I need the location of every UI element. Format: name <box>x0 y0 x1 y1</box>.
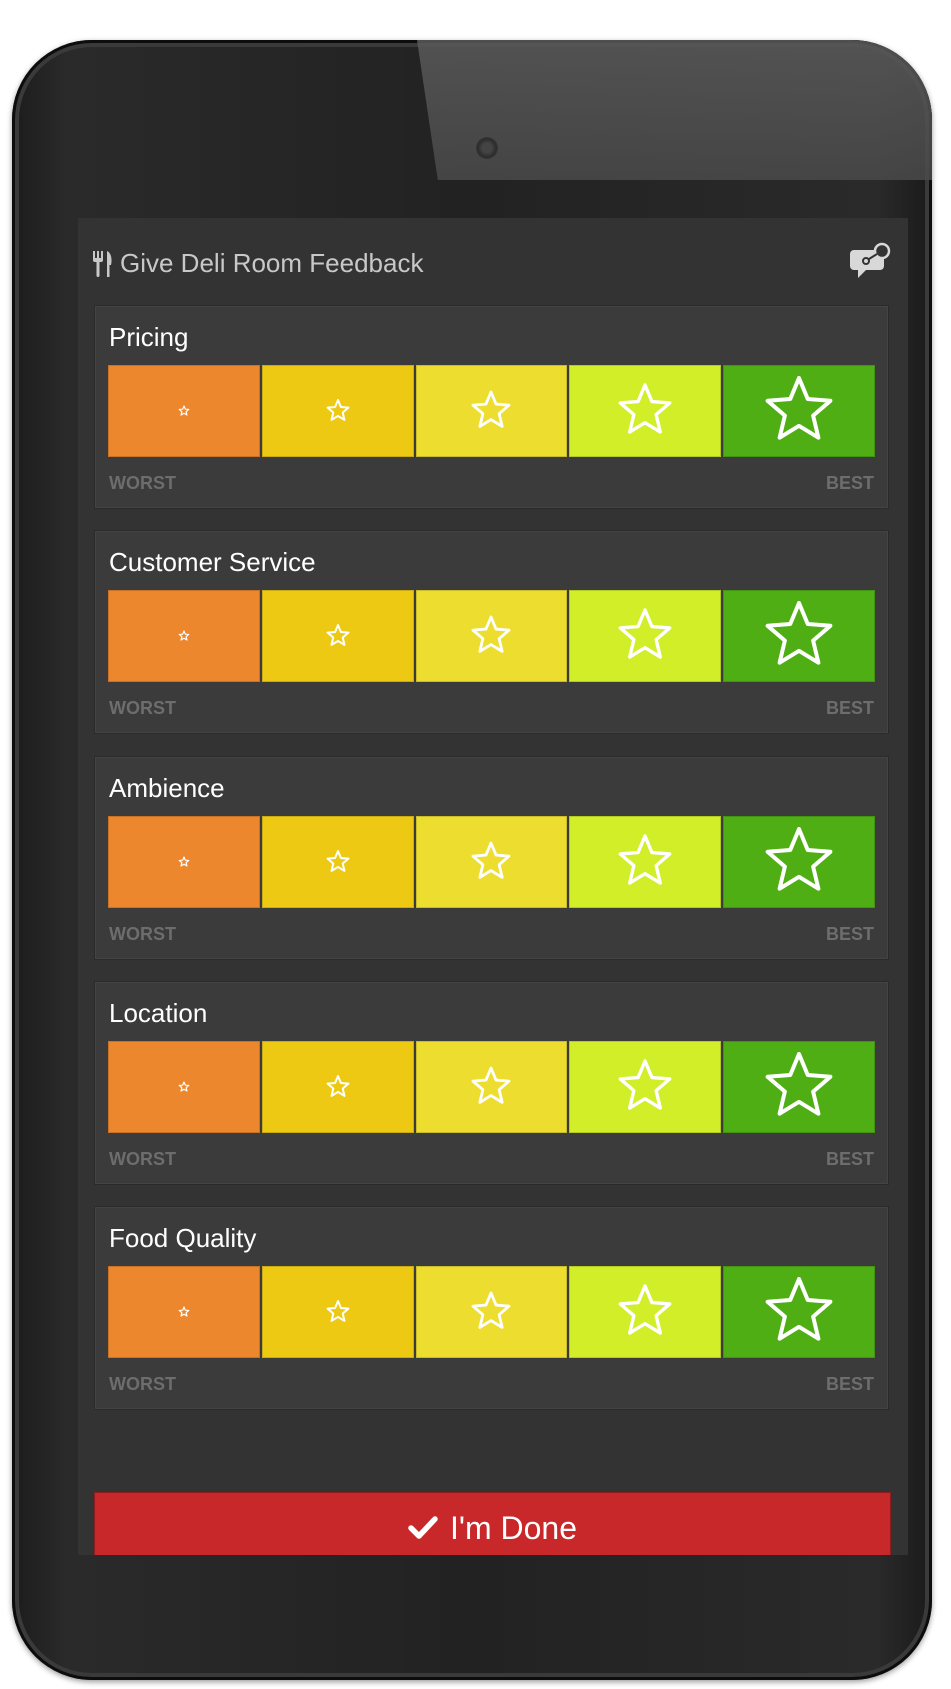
done-button[interactable]: I'm Done <box>94 1492 891 1555</box>
rating-option-1[interactable] <box>108 1041 260 1133</box>
rating-option-3[interactable] <box>415 1041 568 1133</box>
star-outline-icon <box>326 624 350 646</box>
tablet-frame: Give Deli Room Feedback Pricing WORST BEST… <box>12 40 932 1680</box>
rating-option-4[interactable] <box>569 590 722 682</box>
worst-label: WORST <box>109 1374 176 1394</box>
star-outline-icon <box>618 1059 672 1110</box>
star-outline-icon <box>472 841 511 879</box>
star-outline-icon <box>326 850 350 872</box>
star-outline-icon <box>178 1306 190 1317</box>
star-outline-icon <box>472 615 511 653</box>
rating-option-2[interactable] <box>261 816 414 908</box>
rating-option-3[interactable] <box>415 1266 568 1358</box>
worst-label: WORST <box>109 473 176 493</box>
star-outline-icon <box>618 1284 672 1335</box>
star-outline-icon <box>472 1291 511 1329</box>
app-screen: Give Deli Room Feedback Pricing WORST BEST… <box>78 218 908 1555</box>
star-outline-icon <box>472 1066 511 1104</box>
app-header: Give Deli Room Feedback <box>78 218 908 296</box>
rating-scale <box>108 1266 875 1358</box>
rating-option-3[interactable] <box>415 590 568 682</box>
rating-question-title: Ambience <box>109 773 225 803</box>
star-outline-icon <box>765 1052 833 1116</box>
rating-question-title: Location <box>109 998 208 1028</box>
star-outline-icon <box>472 390 511 428</box>
rating-option-2[interactable] <box>261 365 414 457</box>
rating-option-4[interactable] <box>569 1041 722 1133</box>
star-outline-icon <box>326 399 350 421</box>
rating-option-4[interactable] <box>569 816 722 908</box>
star-outline-icon <box>178 405 190 416</box>
rating-question-title: Pricing <box>109 322 189 352</box>
rating-option-4[interactable] <box>569 365 722 457</box>
star-outline-icon <box>618 608 672 659</box>
rating-option-4[interactable] <box>569 1266 722 1358</box>
rating-option-2[interactable] <box>261 590 414 682</box>
page-title-text: Give Deli Room Feedback <box>120 248 424 278</box>
rating-scale <box>108 365 875 457</box>
star-outline-icon <box>178 1081 190 1092</box>
best-label: BEST <box>825 924 874 944</box>
best-label: BEST <box>825 698 874 718</box>
rating-option-2[interactable] <box>261 1266 414 1358</box>
star-outline-icon <box>618 383 672 434</box>
rating-option-1[interactable] <box>108 816 260 908</box>
rating-option-1[interactable] <box>108 590 260 682</box>
rating-option-1[interactable] <box>108 1266 260 1358</box>
star-outline-icon <box>765 827 833 891</box>
star-outline-icon <box>765 601 833 665</box>
camera-lens <box>476 137 498 159</box>
rating-option-2[interactable] <box>261 1041 414 1133</box>
rating-scale <box>108 1041 875 1133</box>
rating-scale <box>108 590 875 682</box>
rating-option-3[interactable] <box>415 816 568 908</box>
rating-option-3[interactable] <box>415 365 568 457</box>
star-outline-icon <box>326 1075 350 1097</box>
screen-glare <box>417 40 932 180</box>
star-outline-icon <box>178 630 190 641</box>
rating-card: Customer Service WORST BEST <box>94 530 889 734</box>
rating-question-title: Customer Service <box>109 547 316 577</box>
rating-option-5[interactable] <box>723 365 875 457</box>
done-button-label: I'm Done <box>449 1509 578 1546</box>
worst-label: WORST <box>109 1149 176 1169</box>
rating-card: Ambience WORST BEST <box>94 756 889 960</box>
rating-option-5[interactable] <box>723 1041 875 1133</box>
rating-question-title: Food Quality <box>109 1223 257 1253</box>
star-outline-icon <box>326 1300 350 1322</box>
rating-option-5[interactable] <box>723 590 875 682</box>
star-outline-icon <box>765 376 833 440</box>
best-label: BEST <box>825 1149 874 1169</box>
check-icon <box>408 1516 438 1539</box>
chat-bubble-icon[interactable] <box>848 242 892 280</box>
rating-option-5[interactable] <box>723 816 875 908</box>
page-title: Give Deli Room Feedback <box>92 248 423 279</box>
rating-option-1[interactable] <box>108 365 260 457</box>
fork-knife-icon <box>93 250 112 277</box>
star-outline-icon <box>618 834 672 885</box>
best-label: BEST <box>825 473 874 493</box>
rating-scale <box>108 816 875 908</box>
worst-label: WORST <box>109 924 176 944</box>
worst-label: WORST <box>109 698 176 718</box>
rating-card: Location WORST BEST <box>94 981 889 1185</box>
rating-card: Pricing WORST BEST <box>94 305 889 509</box>
rating-option-5[interactable] <box>723 1266 875 1358</box>
star-outline-icon <box>178 856 190 867</box>
star-outline-icon <box>765 1277 833 1341</box>
best-label: BEST <box>825 1374 874 1394</box>
rating-card: Food Quality WORST BEST <box>94 1206 889 1410</box>
